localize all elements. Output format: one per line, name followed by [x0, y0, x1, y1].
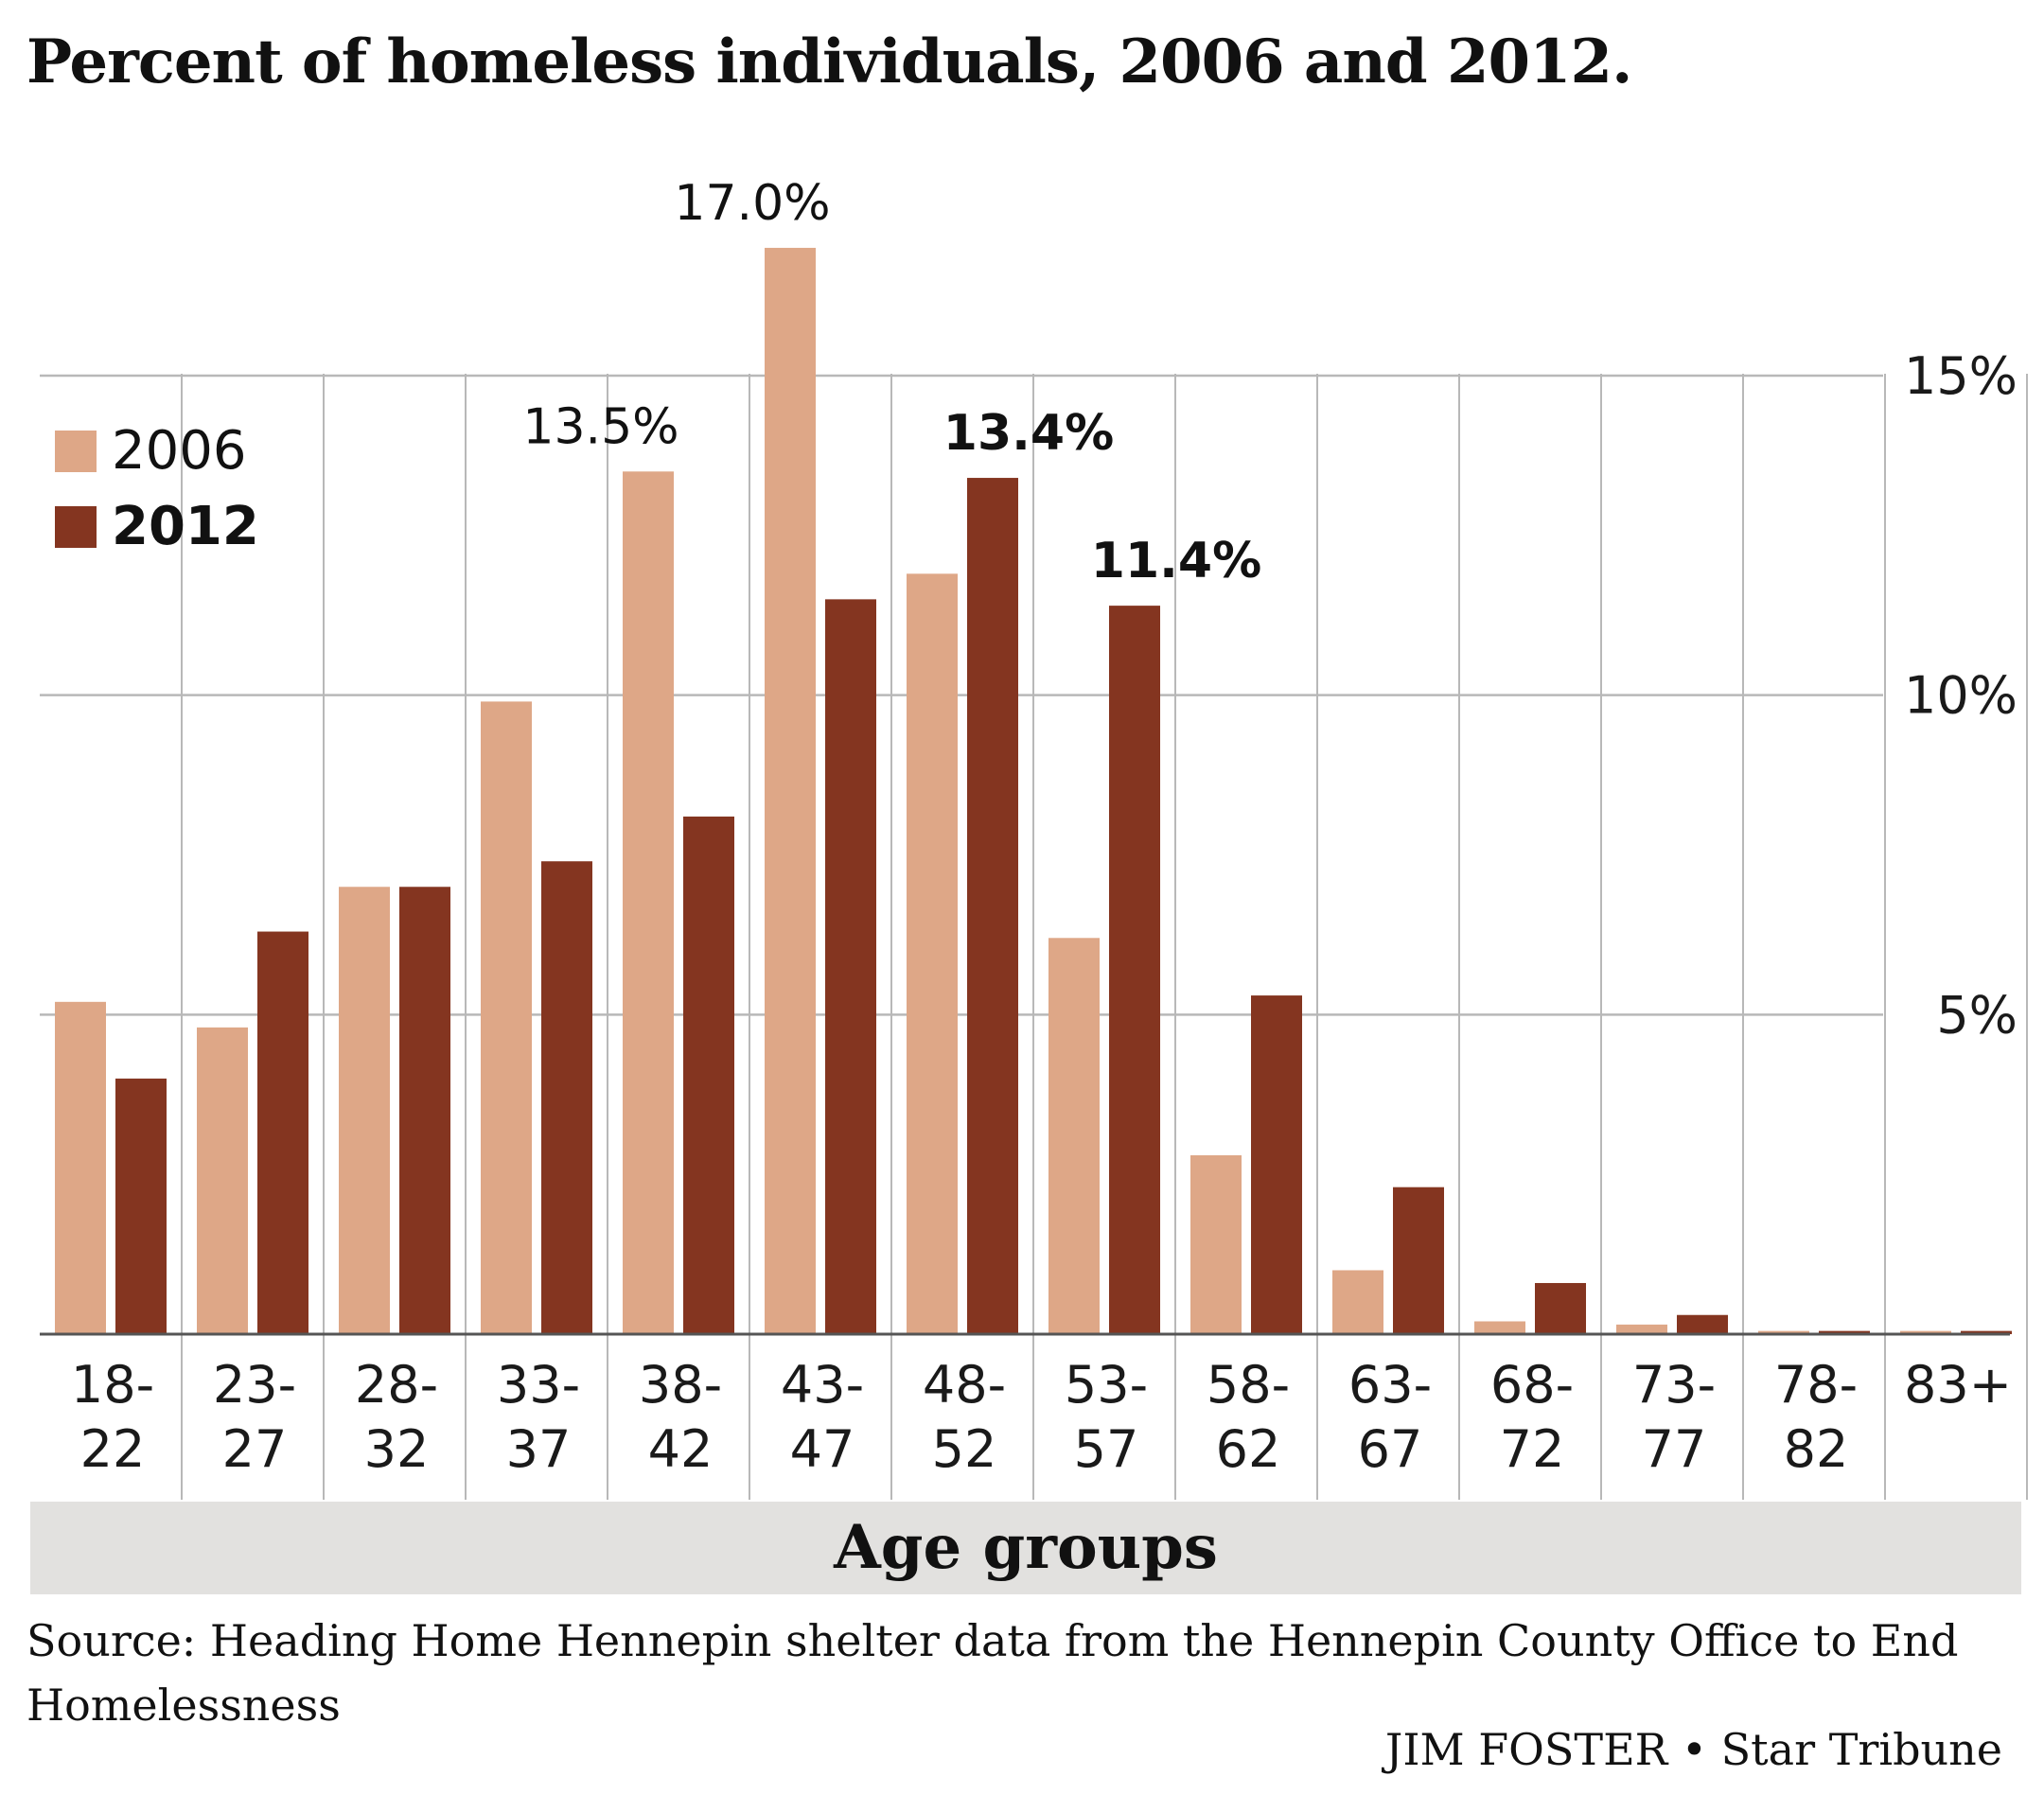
x-axis-title-band: Age groups	[30, 1502, 2021, 1594]
x-tick-label: 32	[364, 1419, 430, 1479]
data-label-11.4%: 11.4%	[1091, 533, 1261, 589]
bar-2012-43-47	[825, 599, 876, 1334]
x-tick-label: 58-	[1207, 1355, 1290, 1415]
bar-2006-28-32	[339, 887, 390, 1334]
bar-2012-83+	[1961, 1330, 2012, 1334]
x-axis-title: Age groups	[834, 1512, 1218, 1583]
x-tick-label: 57	[1074, 1419, 1139, 1479]
x-tick-label: 68-	[1490, 1355, 1574, 1415]
x-tick-label: 83+	[1904, 1355, 2012, 1415]
x-tick-label: 53-	[1065, 1355, 1148, 1415]
bar-2006-18-22	[55, 1001, 106, 1334]
bar-2006-73-77	[1616, 1324, 1667, 1334]
credit-line: JIM FOSTER • Star Tribune	[1384, 1724, 2002, 1775]
legend-swatch-2006	[55, 431, 97, 472]
bar-2006-23-27	[197, 1027, 248, 1334]
bars	[55, 247, 2012, 1334]
x-tick-label: 52	[932, 1419, 997, 1479]
data-label-13.4%: 13.4%	[943, 405, 1114, 462]
bar-2012-78-82	[1819, 1330, 1870, 1334]
legend-label-2012: 2012	[112, 496, 259, 557]
x-tick-label: 47	[790, 1419, 855, 1479]
legend-label-2006: 2006	[112, 420, 247, 482]
x-tick-label: 72	[1500, 1419, 1565, 1479]
x-tick-label: 22	[80, 1419, 146, 1479]
legend-swatch-2012	[55, 506, 97, 548]
x-tick-label: 48-	[923, 1355, 1006, 1415]
bar-2006-48-52	[907, 573, 958, 1334]
data-label-13.5%: 13.5%	[522, 398, 678, 455]
x-tick-label: 37	[506, 1419, 572, 1479]
legend: 2006 2012	[55, 420, 259, 557]
source-note: Source: Heading Home Hennepin shelter da…	[26, 1615, 1959, 1731]
x-tick-label: 23-	[213, 1355, 296, 1415]
bar-2006-53-57	[1048, 938, 1100, 1334]
bar-2006-58-62	[1190, 1154, 1242, 1334]
bar-2012-48-52	[967, 478, 1018, 1334]
x-tick-label: 28-	[355, 1355, 438, 1415]
bar-2006-78-82	[1758, 1330, 1809, 1334]
bar-2006-68-72	[1474, 1321, 1525, 1334]
x-tick-label: 33-	[497, 1355, 580, 1415]
chart-title: Percent of homeless individuals, 2006 an…	[26, 26, 1632, 97]
x-tick-label: 63-	[1348, 1355, 1432, 1415]
bar-2006-43-47	[765, 247, 816, 1334]
x-tick-label: 82	[1784, 1419, 1849, 1479]
bar-2012-53-57	[1109, 606, 1160, 1334]
bar-2012-73-77	[1677, 1314, 1728, 1334]
bar-2012-58-62	[1251, 995, 1302, 1334]
x-tick-label: 18-	[71, 1355, 154, 1415]
bar-2012-38-42	[683, 816, 734, 1334]
x-tick-label: 78-	[1774, 1355, 1858, 1415]
bar-2006-33-37	[481, 701, 532, 1334]
x-tick-label: 77	[1642, 1419, 1707, 1479]
x-tick-label: 62	[1216, 1419, 1281, 1479]
gridlines: 5% 10% 15%	[40, 346, 2028, 1500]
y-tick-label: 15%	[1904, 346, 2018, 406]
bar-2006-38-42	[623, 471, 674, 1334]
x-tick-label: 43-	[781, 1355, 864, 1415]
bar-2012-33-37	[541, 861, 592, 1334]
data-label-17.0%: 17.0%	[674, 175, 830, 232]
y-tick-label: 10%	[1904, 666, 2018, 726]
axes: 18-22 23-27 28-32 33-37 38-42 43-47 48-52 53-57…	[40, 1332, 2012, 1479]
bar-2012-68-72	[1535, 1282, 1586, 1334]
bar-chart: 5% 10% 15% 18-22 23-27 28-32 33-37 38-42 43-47 4…	[40, 175, 2028, 1500]
x-tick-label: 38-	[639, 1355, 722, 1415]
bar-2012-28-32	[399, 887, 450, 1334]
bar-2012-63-67	[1393, 1187, 1444, 1334]
data-labels: 13.5% 17.0% 13.4% 11.4%	[522, 175, 1261, 589]
x-tick-label: 27	[222, 1419, 288, 1479]
x-tick-label: 73-	[1632, 1355, 1716, 1415]
x-tick-label: 67	[1358, 1419, 1423, 1479]
bar-2012-23-27	[257, 931, 308, 1334]
bar-2006-63-67	[1332, 1270, 1383, 1334]
bar-2012-18-22	[115, 1078, 167, 1334]
bar-2006-83+	[1900, 1330, 1951, 1334]
x-tick-label: 42	[648, 1419, 714, 1479]
y-tick-label: 5%	[1936, 985, 2018, 1045]
